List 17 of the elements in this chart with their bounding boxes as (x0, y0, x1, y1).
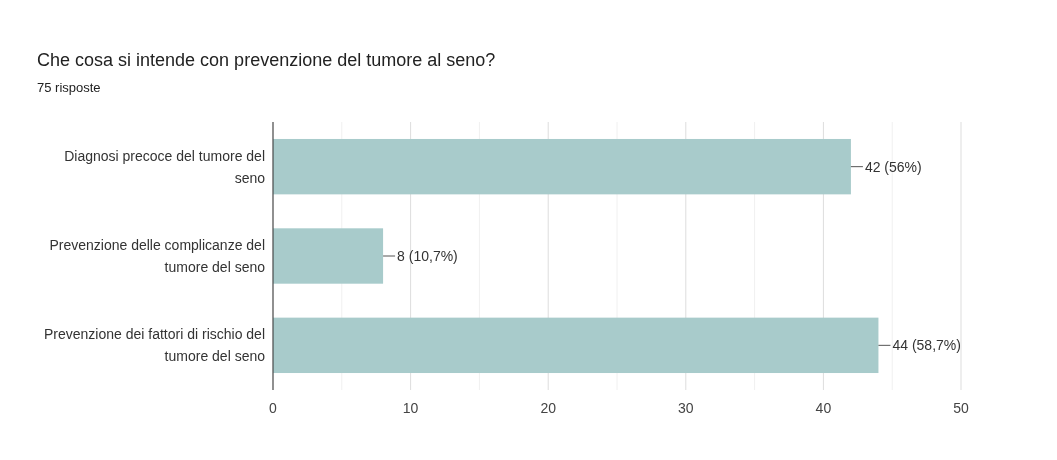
y-tick-label: Prevenzione dei fattori di rischio del tumore del seno (43, 326, 266, 365)
data-label: 8 (10,7%) (397, 248, 458, 264)
data-label: 44 (58,7%) (892, 337, 961, 354)
data-label: 42 (56%) (864, 158, 922, 175)
x-tick-label: 30 (678, 400, 694, 416)
bar (273, 138, 851, 195)
x-tick-label: 0 (269, 400, 278, 416)
x-tick-label: 10 (402, 400, 419, 416)
x-tick-label: 40 (815, 400, 832, 416)
y-tick-label: Diagnosi precoce del tumore del seno (64, 147, 266, 186)
bar (273, 317, 879, 374)
x-tick-label: 20 (540, 400, 557, 416)
x-tick-label: 50 (953, 400, 969, 416)
y-tick-label: Prevenzione delle complicanze del tumore del seno (49, 237, 266, 275)
text: 75 risposte (37, 80, 101, 95)
chart-title: Che cosa si intende con prevenzione del tumore al seno? (37, 50, 496, 70)
bar (273, 228, 384, 284)
